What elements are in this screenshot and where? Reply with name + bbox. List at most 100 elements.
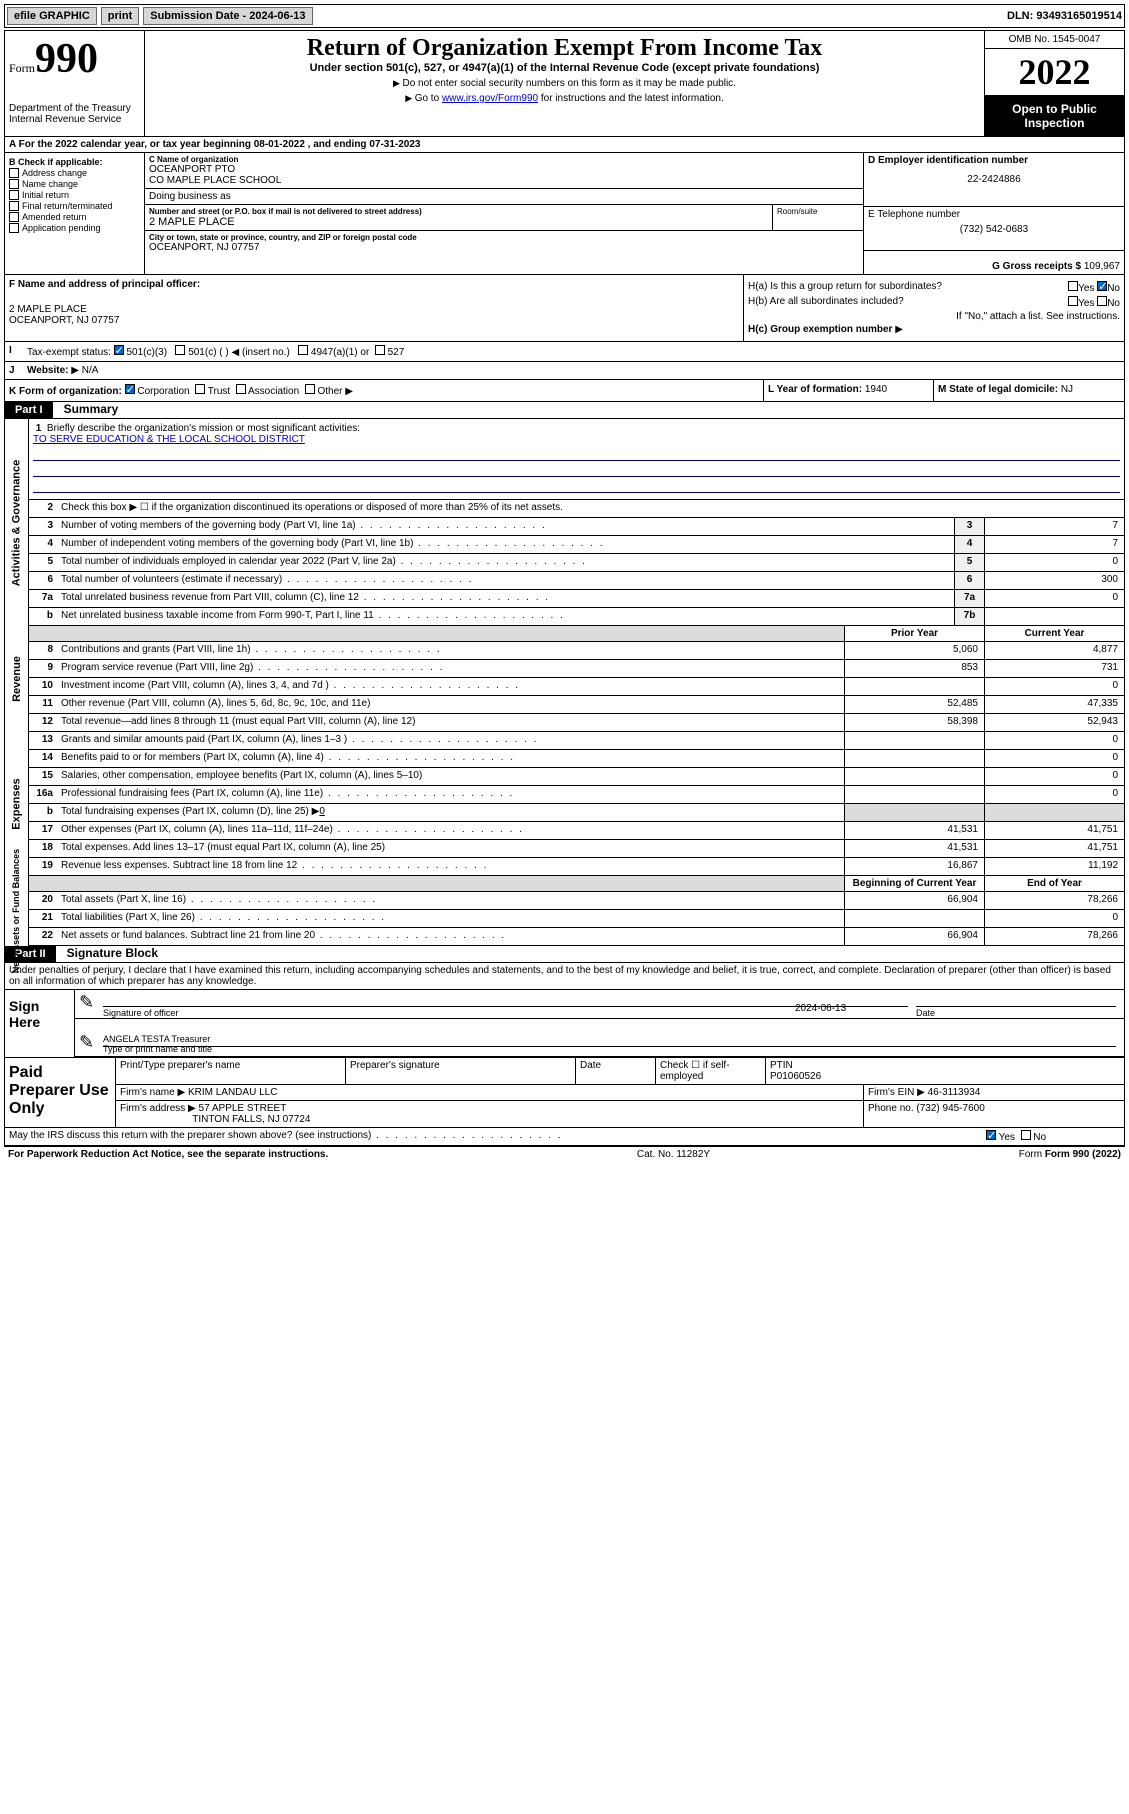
governance-section: Activities & Governance 1 Briefly descri… — [5, 419, 1124, 626]
link-post: for instructions and the latest informat… — [538, 93, 724, 104]
pra-notice: For Paperwork Reduction Act Notice, see … — [8, 1149, 328, 1160]
line-7a: 7aTotal unrelated business revenue from … — [29, 590, 1124, 608]
ein-val: 22-2424886 — [868, 174, 1120, 185]
prep-date-hdr: Date — [576, 1058, 656, 1084]
mission-block: 1 Briefly describe the organization's mi… — [29, 419, 1124, 500]
addr-left: Number and street (or P.O. box if mail i… — [145, 205, 773, 230]
penalty-statement: Under penalties of perjury, I declare th… — [5, 963, 1124, 990]
form-header: Form990 Department of the Treasury Inter… — [5, 31, 1124, 137]
dba-cell: Doing business as — [145, 189, 863, 205]
gross-label: G Gross receipts $ — [992, 261, 1081, 272]
col-c-org: C Name of organization OCEANPORT PTO CO … — [145, 153, 864, 274]
topbar: efile GRAPHIC print Submission Date - 20… — [4, 4, 1125, 28]
phone-label: E Telephone number — [868, 209, 1120, 220]
checkbox-icon — [175, 345, 185, 355]
chk-initial-return[interactable]: Initial return — [9, 190, 140, 200]
j-marker: J — [5, 362, 23, 379]
org-name-2: CO MAPLE PLACE SCHOOL — [149, 175, 859, 186]
checkbox-icon — [195, 384, 205, 394]
j-label: Website: — [27, 365, 69, 376]
line-9: 9Program service revenue (Part VIII, lin… — [29, 660, 1124, 678]
mission-text: TO SERVE EDUCATION & THE LOCAL SCHOOL DI… — [33, 434, 305, 445]
checkbox-icon — [9, 223, 19, 233]
f-officer: F Name and address of principal officer:… — [5, 275, 744, 341]
dept-treasury: Department of the Treasury — [9, 103, 140, 114]
form-number: Form990 — [9, 35, 140, 83]
checkbox-icon — [236, 384, 246, 394]
i-label: Tax-exempt status: — [27, 347, 111, 358]
part-i-header: Part I Summary — [5, 402, 1124, 419]
hb-line: H(b) Are all subordinates included? Yes … — [748, 296, 1120, 309]
addr-val: 2 MAPLE PLACE — [149, 216, 768, 228]
line-19: 19Revenue less expenses. Subtract line 1… — [29, 858, 1124, 876]
mission-rule — [33, 463, 1120, 477]
part-i-title: Summary — [56, 400, 127, 418]
k-label: K Form of organization: — [9, 386, 122, 397]
line-3: 3Number of voting members of the governi… — [29, 518, 1124, 536]
line-4: 4Number of independent voting members of… — [29, 536, 1124, 554]
chk-app-pending[interactable]: Application pending — [9, 223, 140, 233]
part-ii-title: Signature Block — [59, 944, 166, 962]
k-form-org: K Form of organization: Corporation Trus… — [5, 380, 764, 401]
chk-address-change[interactable]: Address change — [9, 168, 140, 178]
irs-label: Internal Revenue Service — [9, 114, 140, 125]
hb-answer: Yes No — [1068, 296, 1120, 309]
side-revenue: Revenue — [5, 626, 29, 732]
discuss-line: May the IRS discuss this return with the… — [5, 1128, 1124, 1146]
line-2: 2Check this box ▶ ☐ if the organization … — [29, 500, 1124, 518]
checkbox-checked-icon — [1097, 281, 1107, 291]
line-5: 5Total number of individuals employed in… — [29, 554, 1124, 572]
note-ssn: Do not enter social security numbers on … — [153, 78, 976, 89]
line-12: 12Total revenue—add lines 8 through 11 (… — [29, 714, 1124, 732]
omb-number: OMB No. 1545-0047 — [985, 31, 1124, 49]
firm-addr: Firm's address ▶ 57 APPLE STREET TINTON … — [116, 1101, 864, 1127]
cat-no: Cat. No. 11282Y — [637, 1149, 710, 1160]
line-16a: 16aProfessional fundraising fees (Part I… — [29, 786, 1124, 804]
m-state: M State of legal domicile: NJ — [934, 380, 1124, 401]
city-val: OCEANPORT, NJ 07757 — [149, 242, 859, 253]
dln-label: DLN: 93493165019514 — [1007, 10, 1122, 22]
note-link: Go to www.irs.gov/Form990 for instructio… — [153, 93, 976, 104]
form-label-small: Form — [9, 61, 35, 75]
mission-rule — [33, 479, 1120, 493]
line-22: 22Net assets or fund balances. Subtract … — [29, 928, 1124, 946]
checkbox-checked-icon — [125, 384, 135, 394]
ein-cell: D Employer identification number 22-2424… — [864, 153, 1124, 207]
paid-prep-label: Paid Preparer Use Only — [5, 1058, 115, 1127]
mission-rule — [33, 447, 1120, 461]
prep-sig-hdr: Preparer's signature — [346, 1058, 576, 1084]
line-6: 6Total number of volunteers (estimate if… — [29, 572, 1124, 590]
firm-name: Firm's name ▶ KRIM LANDAU LLC — [116, 1085, 864, 1100]
line-21: 21Total liabilities (Part X, line 26)0 — [29, 910, 1124, 928]
form-subtitle: Under section 501(c), 527, or 4947(a)(1)… — [153, 62, 976, 74]
ein-label: D Employer identification number — [868, 155, 1120, 166]
form-990: Form990 Department of the Treasury Inter… — [4, 30, 1125, 1147]
expenses-content: 13Grants and similar amounts paid (Part … — [29, 732, 1124, 876]
addr-label: Number and street (or P.O. box if mail i… — [149, 207, 768, 216]
form-ref: Form Form 990 (2022) — [1019, 1149, 1121, 1160]
irs-link[interactable]: www.irs.gov/Form990 — [442, 93, 538, 104]
hc-label: H(c) Group exemption number ▶ — [748, 324, 903, 335]
chk-final-return[interactable]: Final return/terminated — [9, 201, 140, 211]
firm-ein: Firm's EIN ▶ 46-3113934 — [864, 1085, 1124, 1100]
i-marker: I — [5, 342, 23, 361]
checkbox-icon — [1097, 296, 1107, 306]
print-button[interactable]: print — [101, 7, 139, 25]
chk-amended[interactable]: Amended return — [9, 212, 140, 222]
chk-name-change[interactable]: Name change — [9, 179, 140, 189]
part-ii-header: Part II Signature Block — [5, 946, 1124, 963]
prep-ptin: PTINP01060526 — [766, 1058, 1124, 1084]
prep-header-row: Print/Type preparer's name Preparer's si… — [116, 1058, 1124, 1085]
checkbox-icon — [1021, 1130, 1031, 1140]
ha-answer: Yes No — [1068, 281, 1120, 294]
main-info-block: B Check if applicable: Address change Na… — [5, 153, 1124, 275]
line-16b: bTotal fundraising expenses (Part IX, co… — [29, 804, 1124, 822]
prep-addr-row: Firm's address ▶ 57 APPLE STREET TINTON … — [116, 1101, 1124, 1127]
phone-cell: E Telephone number (732) 542-0683 — [864, 207, 1124, 251]
prep-name-hdr: Print/Type preparer's name — [116, 1058, 346, 1084]
sign-here-block: Sign Here ✎ Signature of officer Date 20… — [5, 990, 1124, 1058]
phone-val: (732) 542-0683 — [868, 224, 1120, 235]
pen-icon: ✎ — [79, 1032, 99, 1054]
city-label: City or town, state or province, country… — [149, 233, 859, 242]
check-b-label: B Check if applicable: — [9, 157, 140, 167]
